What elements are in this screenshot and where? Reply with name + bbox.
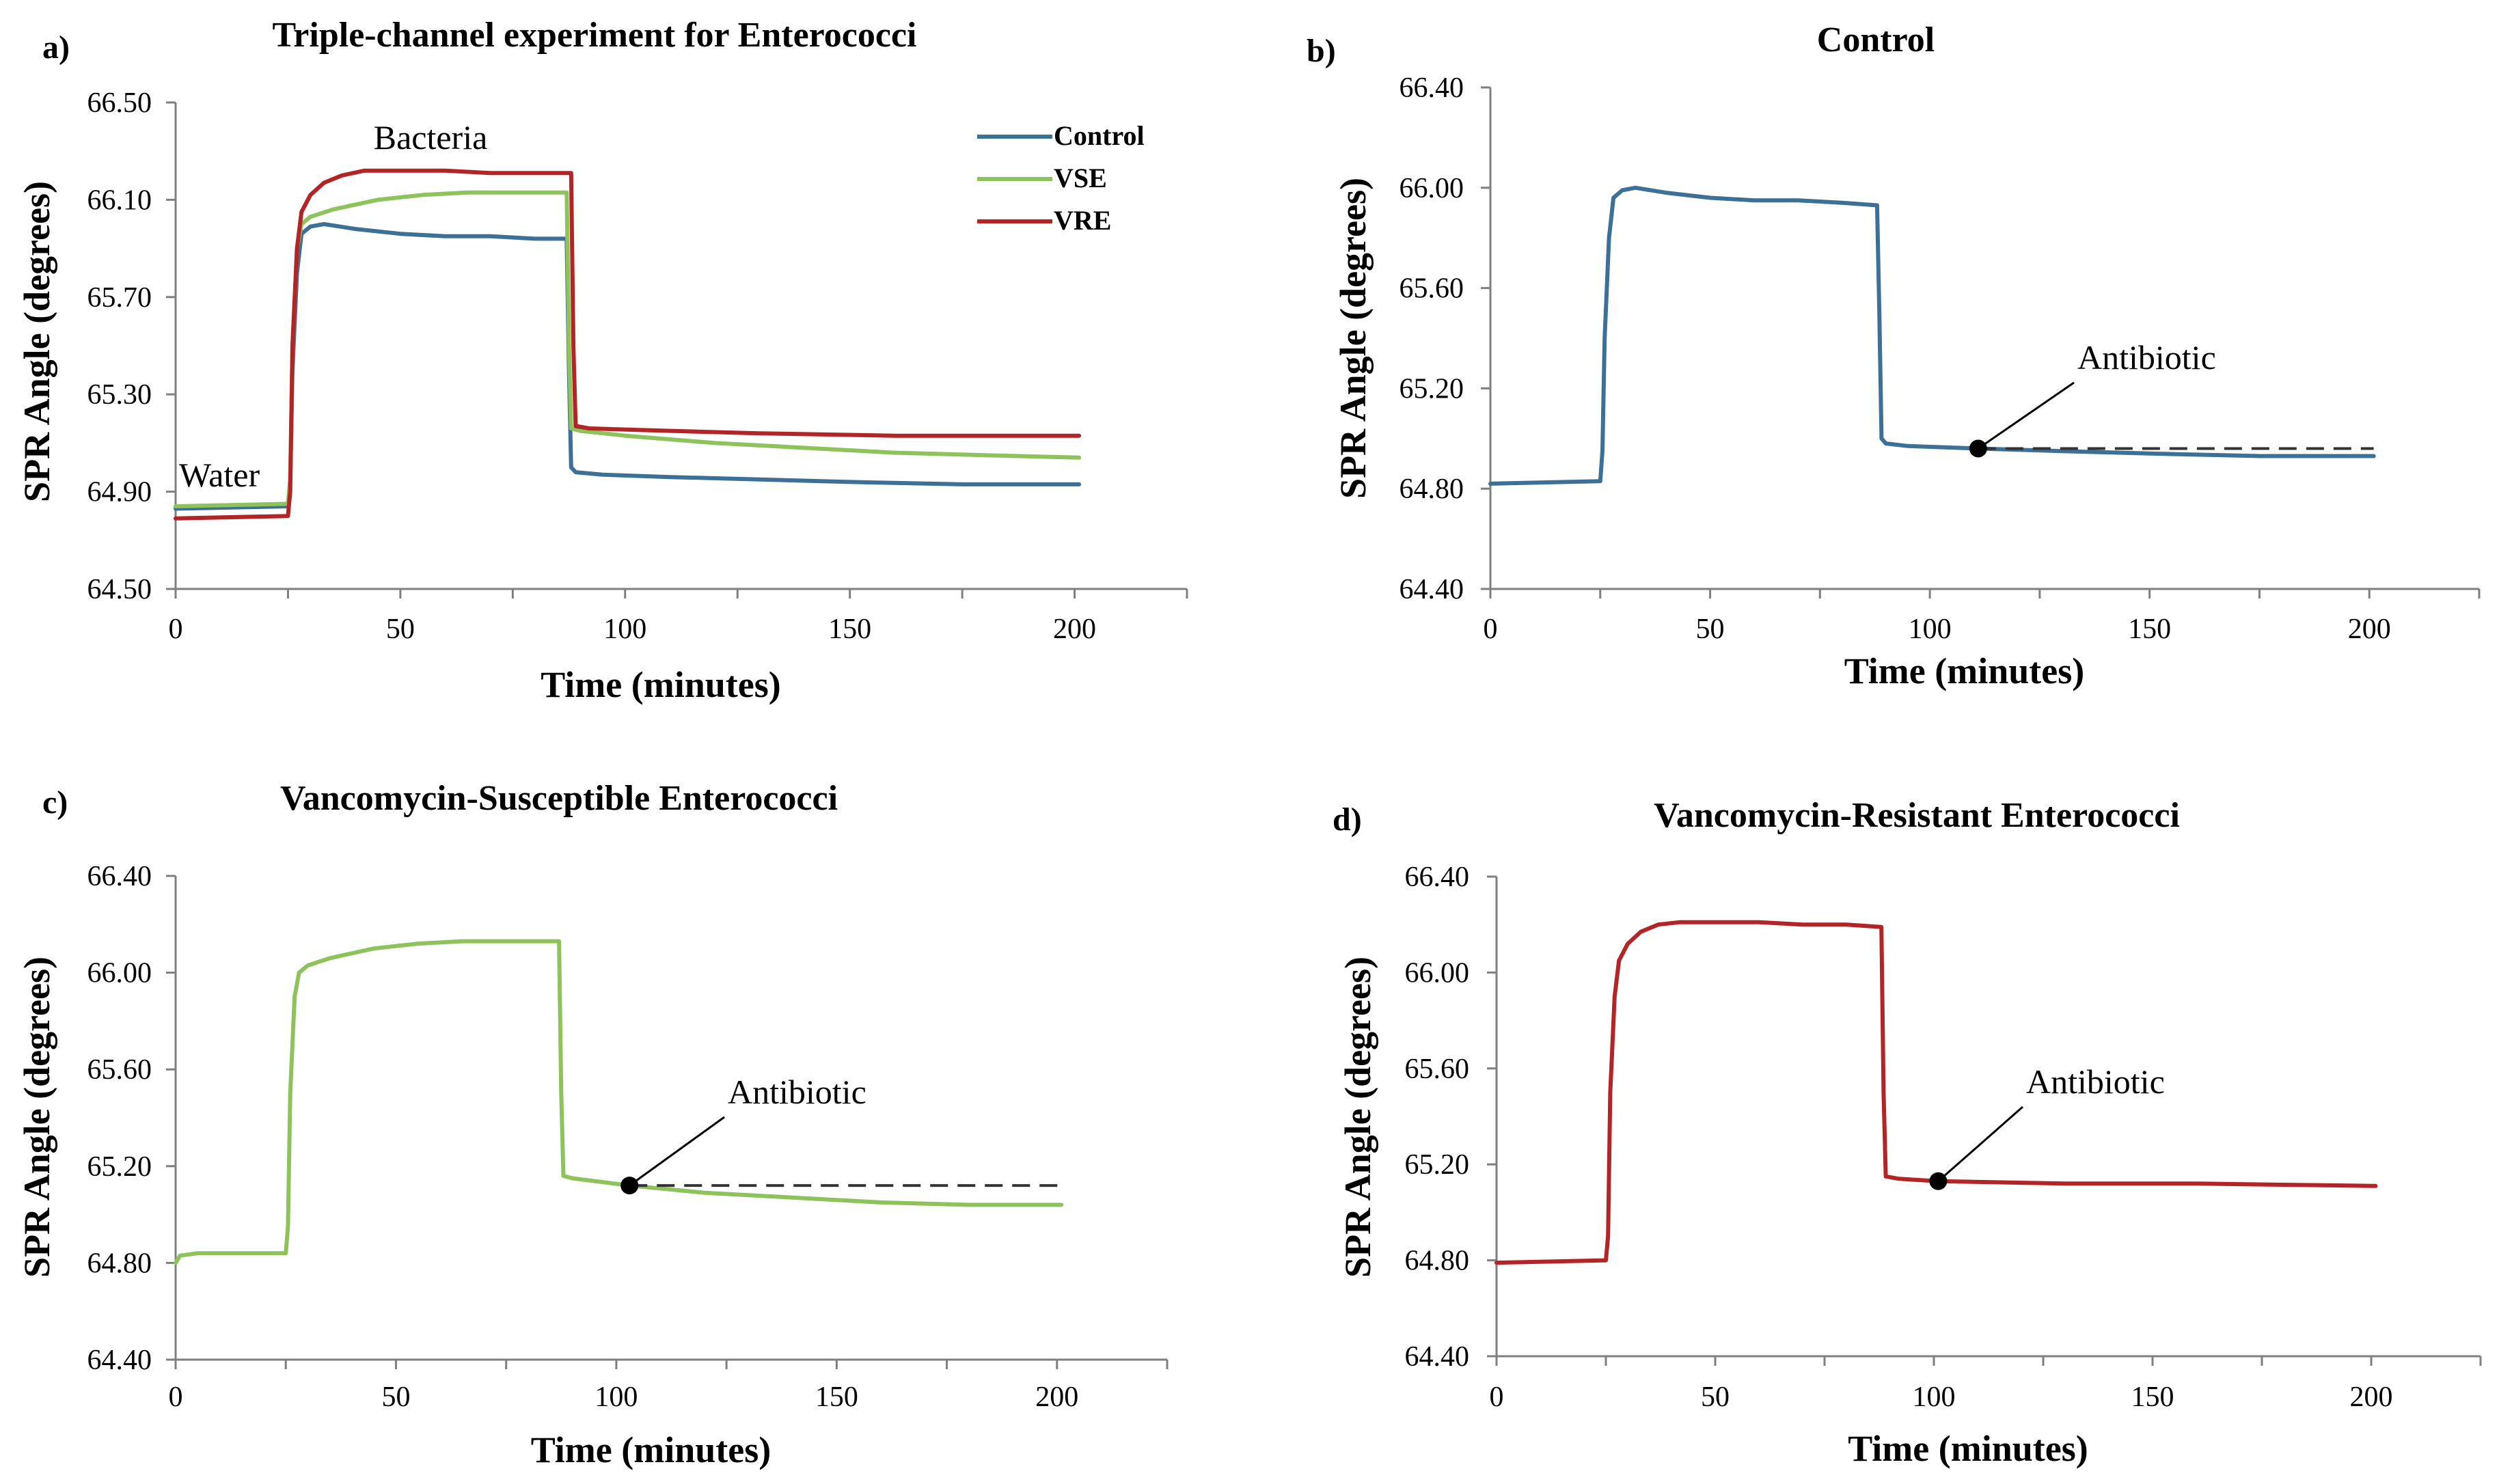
panel-letter: d) [1333,801,1362,838]
chart-panel-3: c) Vancomycin-Susceptible Enterococci 64.4… [16,779,1169,1470]
antibiotic-marker [620,1177,639,1195]
y-tick-label: 66.40 [87,861,152,892]
y-tick-label: 64.40 [1399,574,1464,605]
y-tick-label: 66.10 [87,184,152,216]
y-axis-label: SPR Angle (degrees) [16,181,57,502]
callout-line [629,1116,725,1187]
x-tick-label: 200 [1053,614,1096,645]
chart-title: Vancomycin-Resistant Enterococci [1654,796,2180,835]
chart-panel-1: a) Triple-channel experiment for Enteroco… [16,16,1188,705]
y-tick-label: 66.00 [87,958,152,989]
x-axis-label: Time (minutes) [1844,650,2084,691]
series-line-vse [174,190,1082,508]
x-tick-label: 100 [595,1382,638,1413]
chart-title: Triple-channel experiment for Enterococc… [272,16,916,55]
panel-letter: b) [1307,33,1336,69]
y-tick-label: 65.60 [1405,1054,1470,1085]
x-tick-label: 50 [381,1382,410,1413]
series-line-vre [174,168,1082,521]
x-axis-label: Time (minutes) [1848,1428,2088,1469]
x-tick-label: 200 [2350,1382,2393,1413]
legend-label-vre: VRE [1054,205,1111,236]
x-tick-label: 150 [2131,1382,2174,1413]
x-tick-label: 150 [828,614,871,645]
y-tick-label: 64.50 [87,574,152,605]
y-tick-label: 64.80 [1399,473,1464,505]
y-tick-label: 65.30 [87,379,152,411]
y-tick-label: 66.00 [1405,957,1470,989]
panel-letter: a) [42,29,70,66]
x-tick-label: 50 [386,614,415,645]
annotation-antibiotic: Antibiotic [728,1073,866,1111]
y-tick-label: 64.80 [87,1248,152,1279]
x-tick-label: 200 [2348,614,2391,645]
chart-panel-4: d) Vancomycin-Resistant Enterococci 64.40 6… [1333,796,2482,1469]
y-tick-label: 66.40 [1399,72,1464,104]
y-tick-label: 64.90 [87,477,152,508]
y-tick-label: 65.20 [1399,373,1464,404]
x-axis-label: Time (minutes) [541,664,780,705]
series-line-vse [174,939,1064,1265]
y-axis-label: SPR Angle (degrees) [1333,178,1374,499]
y-axis-label: SPR Angle (degrees) [16,957,57,1278]
y-tick-label: 66.50 [87,87,152,119]
x-tick-label: 50 [1701,1382,1730,1413]
y-tick-label: 65.60 [1399,273,1464,305]
y-axis-label: SPR Angle (degrees) [1337,957,1378,1278]
x-tick-label: 0 [1490,1382,1504,1413]
y-tick-label: 64.40 [1405,1341,1470,1373]
x-tick-label: 0 [1484,614,1498,645]
y-tick-label: 64.80 [1405,1246,1470,1277]
x-axis-label: Time (minutes) [531,1429,771,1470]
annotation-antibiotic: Antibiotic [2077,338,2216,376]
y-tick-label: 66.40 [1405,862,1470,893]
legend-label-vse: VSE [1054,163,1107,193]
series-line-control [1488,185,2376,486]
antibiotic-marker [1929,1172,1948,1190]
series-line-control [174,222,1082,511]
chart-title: Vancomycin-Susceptible Enterococci [280,779,838,818]
y-tick-label: 64.40 [87,1345,152,1376]
x-tick-label: 50 [1696,614,1725,645]
panel-letter: c) [42,784,68,821]
x-tick-label: 100 [603,614,646,645]
y-tick-label: 66.00 [1399,173,1464,204]
callout-line [1978,381,2075,450]
chart-panel-2: b) Control 64.40 64.80 65.20 65.60 66.00 66.40 0… [1307,20,2481,691]
y-tick-label: 65.20 [87,1151,152,1183]
annotation-antibiotic: Antibiotic [2026,1062,2165,1101]
annotation-water: Water [179,456,260,494]
x-tick-label: 150 [815,1382,858,1413]
x-tick-label: 0 [169,1382,183,1413]
legend-label-control: Control [1054,120,1145,151]
chart-title: Control [1817,20,1935,59]
y-tick-label: 65.70 [87,282,152,314]
x-tick-label: 100 [1909,614,1952,645]
x-tick-label: 150 [2128,614,2171,645]
annotation-bacteria: Bacteria [374,118,488,156]
y-tick-label: 65.60 [87,1054,152,1086]
y-tick-label: 65.20 [1405,1149,1470,1181]
series-line-vre [1494,920,2378,1265]
x-tick-label: 0 [169,614,183,645]
antibiotic-marker [1969,439,1987,458]
callout-line [1937,1105,2023,1182]
x-tick-label: 100 [1913,1382,1956,1413]
x-tick-label: 200 [1035,1382,1078,1413]
